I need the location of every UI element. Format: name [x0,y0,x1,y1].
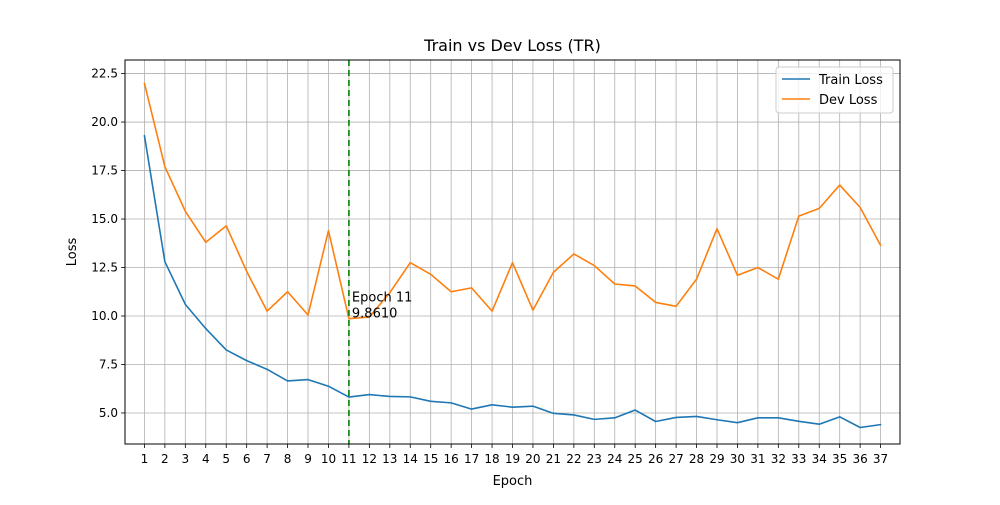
x-tick-label: 31 [750,452,765,466]
y-tick-label: 5.0 [99,406,118,420]
x-tick-label: 18 [484,452,499,466]
y-tick-label: 12.5 [91,261,118,275]
x-tick-label: 36 [852,452,867,466]
x-tick-label: 24 [607,452,622,466]
x-tick-label: 12 [362,452,377,466]
series-line-dev-loss [143,82,882,320]
x-tick-label: 33 [791,452,806,466]
x-tick-label: 1 [141,452,149,466]
x-tick-label: 10 [321,452,336,466]
x-tick-label: 2 [161,452,169,466]
x-tick-label: 26 [648,452,663,466]
x-tick-label: 6 [243,452,251,466]
x-tick-label: 4 [202,452,210,466]
plot-frame [124,59,901,445]
x-tick-label: 37 [873,452,888,466]
best-epoch-marker: Epoch 119.8610 [348,60,412,444]
x-tick-label: 5 [222,452,230,466]
y-axis-label: Loss [65,238,80,267]
x-tick-label: 14 [403,452,418,466]
x-tick-label: 8 [284,452,292,466]
series-lines [143,82,882,429]
x-tick-label: 11 [341,452,356,466]
x-tick-label: 27 [668,452,683,466]
y-tick-label: 17.5 [91,164,118,178]
x-tick-label: 32 [771,452,786,466]
x-tick-label: 35 [832,452,847,466]
x-tick-label: 9 [304,452,312,466]
best-epoch-value: 9.8610 [352,307,398,322]
legend: Train Loss Dev Loss [775,66,894,114]
y-axis-ticks: 5.0 7.5 10.0 12.5 15.0 17.5 20.0 22.5 [91,67,125,420]
chart-title: Train vs Dev Loss (TR) [423,36,601,55]
x-tick-label: 13 [382,452,397,466]
x-tick-label: 16 [444,452,459,466]
x-axis-ticks: 1 2 3 4 5 6 7 8 9 10 11 12 13 14 15 16 17 18 19 20 21 22 23 24 2… [141,444,888,466]
x-tick-label: 7 [263,452,271,466]
y-tick-label: 20.0 [91,115,118,129]
x-tick-label: 28 [689,452,704,466]
x-tick-label: 20 [525,452,540,466]
x-tick-label: 3 [182,452,190,466]
x-tick-label: 22 [566,452,581,466]
grid [125,60,900,444]
best-epoch-annotation: Epoch 11 [352,291,412,306]
x-tick-label: 21 [546,452,561,466]
legend-entry: Train Loss [818,73,883,88]
x-tick-label: 30 [730,452,745,466]
series-line-train-loss [143,134,882,429]
x-tick-label: 19 [505,452,520,466]
x-tick-label: 15 [423,452,438,466]
legend-entry: Dev Loss [819,93,878,108]
x-tick-label: 25 [628,452,643,466]
y-tick-label: 7.5 [99,357,118,371]
x-tick-label: 17 [464,452,479,466]
x-tick-label: 23 [587,452,602,466]
y-tick-label: 22.5 [91,67,118,81]
x-tick-label: 29 [709,452,724,466]
y-tick-label: 15.0 [91,212,118,226]
x-axis-label: Epoch [493,474,533,489]
y-tick-label: 10.0 [91,309,118,323]
x-tick-label: 34 [812,452,827,466]
